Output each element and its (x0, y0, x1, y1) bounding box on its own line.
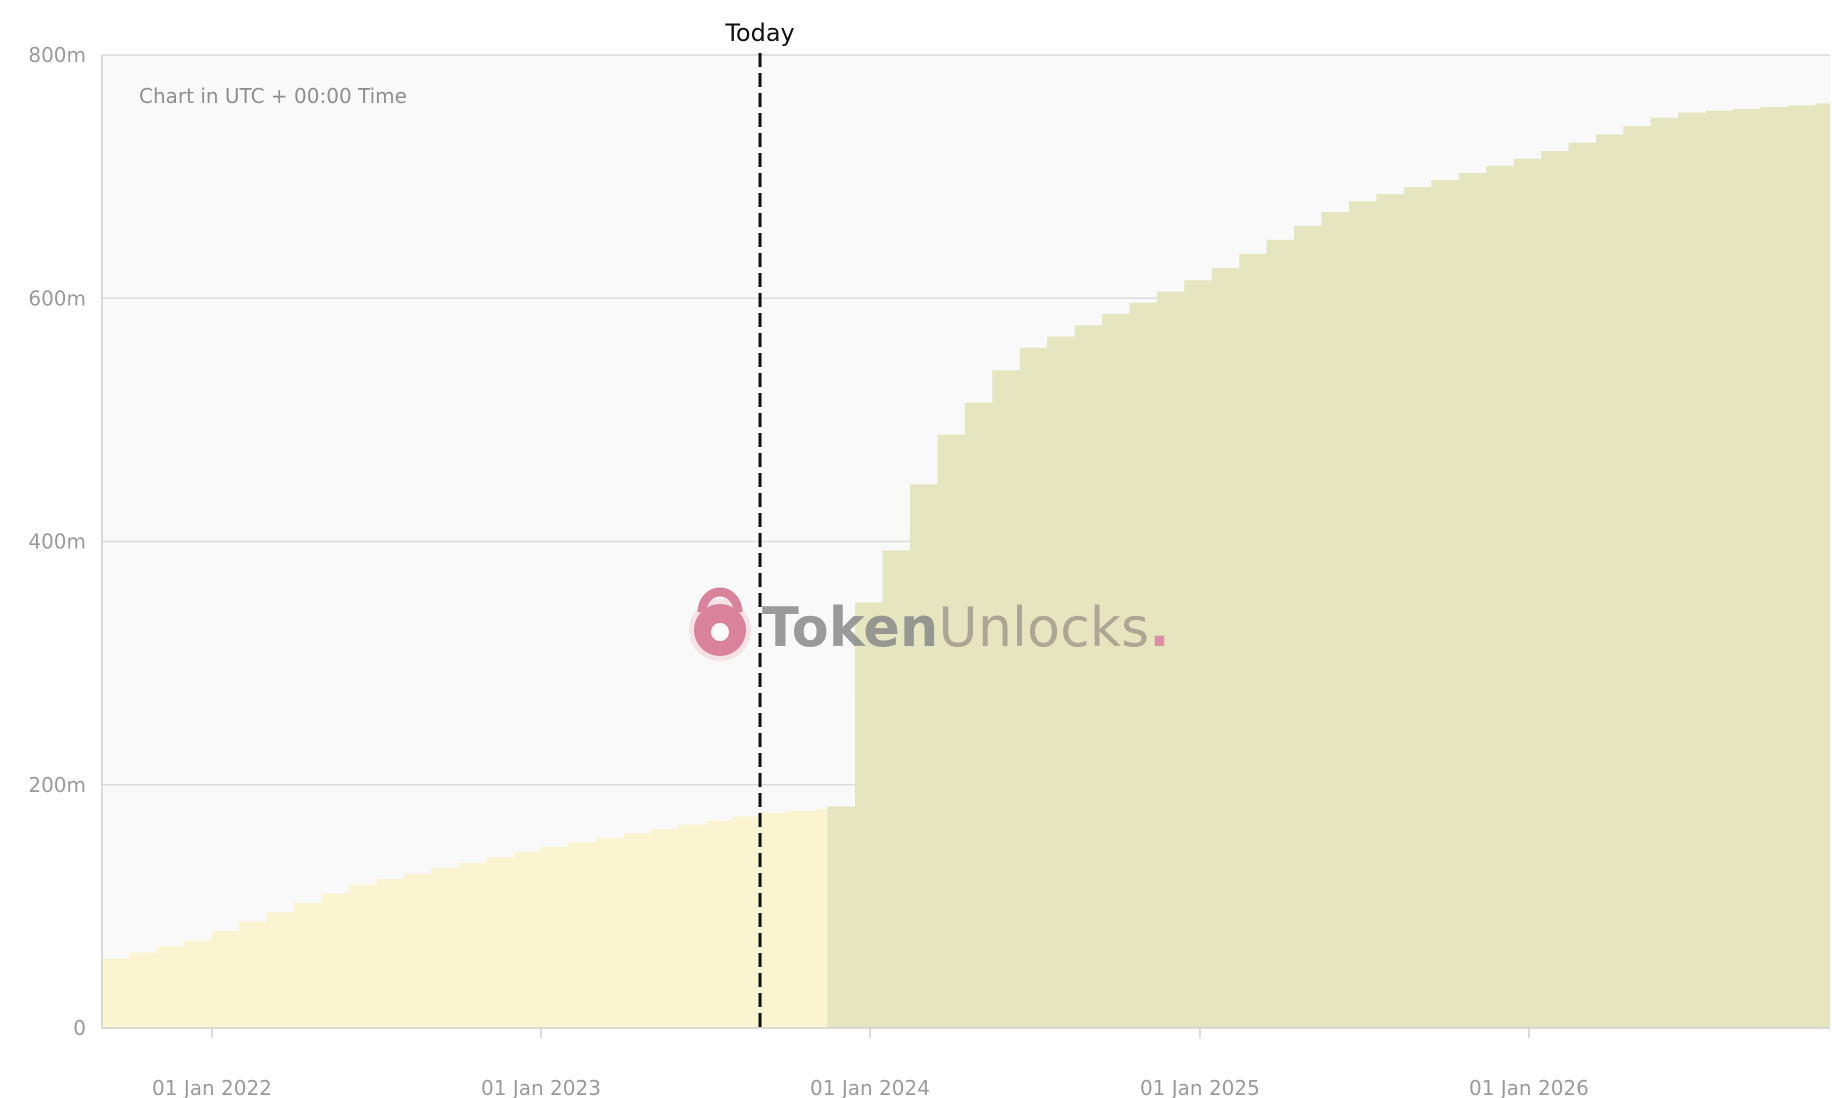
watermark-word-unlocks: Unlocks (938, 596, 1149, 659)
timezone-annotation: Chart in UTC + 00:00 Time (139, 84, 407, 108)
y-tick-label: 200m (28, 773, 86, 797)
watermark-text: TokenUnlocks. (762, 596, 1170, 659)
x-tick-label: 01 Jan 2023 (481, 1076, 601, 1098)
y-tick-label: 400m (28, 530, 86, 554)
watermark-word-token: Token (762, 596, 938, 659)
x-tick-label: 01 Jan 2022 (152, 1076, 272, 1098)
stacked-areas (102, 103, 1830, 1028)
x-tick-label: 01 Jan 2024 (810, 1076, 930, 1098)
tokenunlocks-watermark: TokenUnlocks. (689, 587, 1170, 661)
area-layer-7 (827, 103, 1830, 1028)
today-marker: Today (724, 19, 795, 1028)
today-label: Today (724, 19, 794, 47)
y-tick-label: 0 (73, 1016, 86, 1040)
y-tick-label: 800m (28, 43, 86, 67)
watermark-dot: . (1149, 596, 1170, 659)
axes: 0 200m 400m 600m 800m 01 Jan 2022 01 Jan 2023 0… (28, 43, 1830, 1098)
x-tick-label: 01 Jan 2025 (1140, 1076, 1260, 1098)
x-tick-label: 01 Jan 2026 (1469, 1076, 1589, 1098)
lock-logo-icon (689, 587, 751, 661)
y-tick-label: 600m (28, 286, 86, 310)
